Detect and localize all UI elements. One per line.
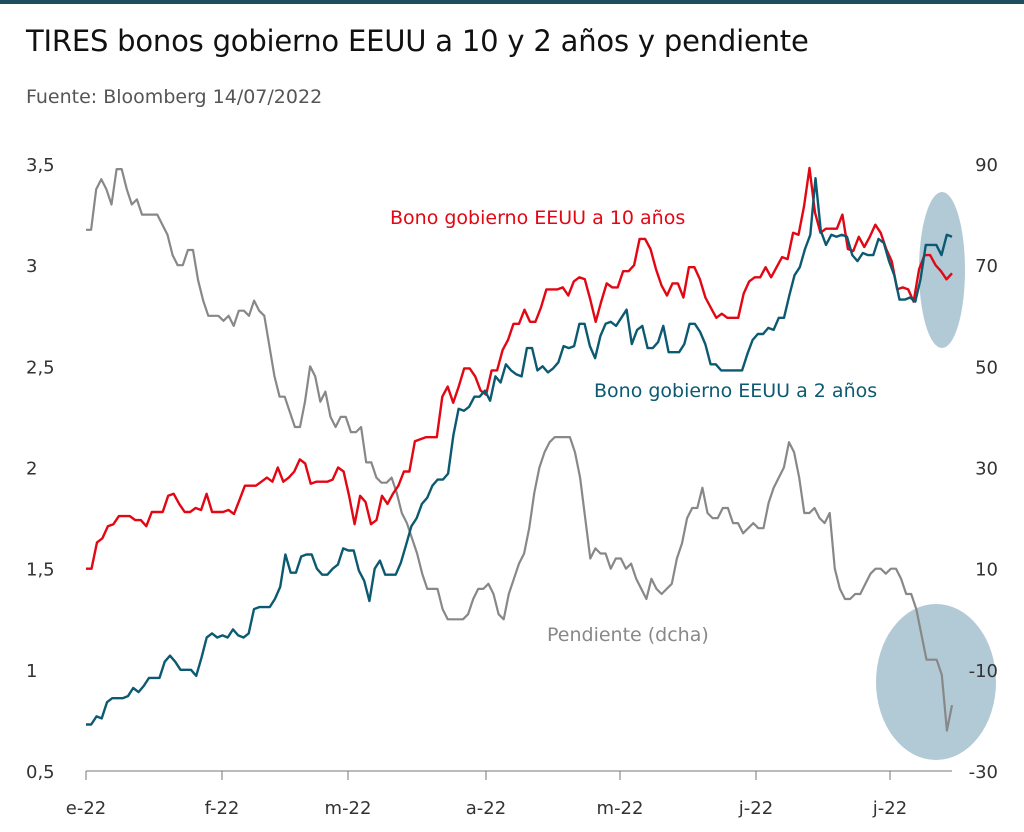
series-line-2-anos — [86, 177, 953, 726]
y-left-tick-label: 2 — [26, 459, 37, 480]
y-right-tick-label: 50 — [975, 357, 998, 378]
y-left-tick-label: 1 — [26, 661, 37, 682]
label-pendiente: Pendiente (dcha) — [547, 624, 709, 646]
y-left-tick-label: 1,5 — [26, 560, 55, 581]
x-tick-label: m-22 — [597, 798, 644, 819]
x-tick-label: j-22 — [872, 798, 907, 819]
x-tick-label: f-22 — [205, 798, 240, 819]
y-right-tick-label: 90 — [975, 155, 998, 176]
y-left-tick-label: 3,5 — [26, 155, 55, 176]
top-accent-bar — [0, 0, 1024, 4]
chart-title: TIRES bonos gobierno EEUU a 10 y 2 años … — [26, 24, 809, 58]
y-right-tick-label: -30 — [969, 762, 998, 783]
x-tick-label: j-22 — [738, 798, 773, 819]
chart-source: Fuente: Bloomberg 14/07/2022 — [26, 86, 323, 108]
y-right-tick-label: 70 — [975, 256, 998, 277]
x-tick-label: m-22 — [325, 798, 372, 819]
y-axis-left: 0,5 1 1,5 2 2,5 3 3,5 — [26, 155, 55, 783]
highlight-ellipse-upper — [919, 192, 965, 348]
label-2-anos: Bono gobierno EEUU a 2 años — [594, 380, 877, 402]
x-axis: e-22 f-22 m-22 a-22 m-22 j-22 j-22 — [66, 770, 952, 819]
x-tick-label: a-22 — [466, 798, 506, 819]
y-right-tick-label: 10 — [975, 560, 998, 581]
series-line-10-anos — [86, 166, 953, 570]
y-left-tick-label: 0,5 — [26, 762, 55, 783]
y-right-tick-label: 30 — [975, 459, 998, 480]
highlight-ellipse-lower — [876, 604, 996, 760]
series-line-pendiente — [86, 168, 954, 732]
y-left-tick-label: 3 — [26, 256, 37, 277]
y-axis-right: -30 -10 10 30 50 70 90 — [969, 155, 998, 783]
x-tick-label: e-22 — [66, 798, 106, 819]
y-right-tick-label: -10 — [969, 661, 998, 682]
y-left-tick-label: 2,5 — [26, 357, 55, 378]
label-10-anos: Bono gobierno EEUU a 10 años — [390, 207, 685, 229]
